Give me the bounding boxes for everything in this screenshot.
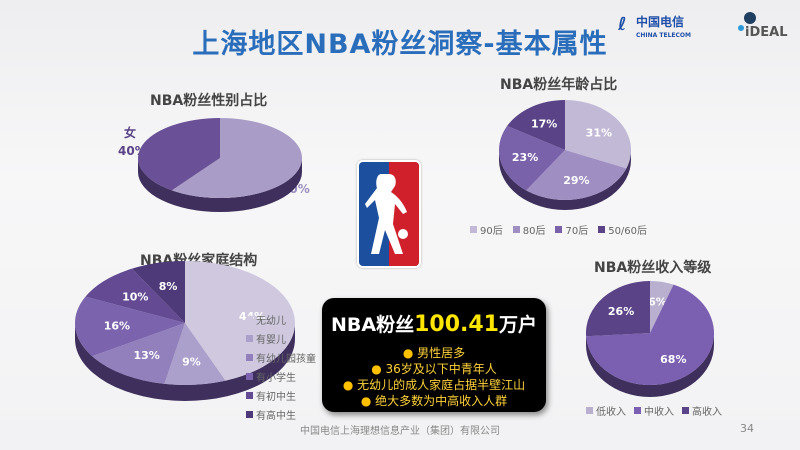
legend-swatch [246, 316, 253, 323]
pie-data-label: 68% [660, 353, 686, 366]
summary-prefix: NBA粉丝 [330, 314, 415, 336]
page-title: 上海地区NBA粉丝洞察-基本属性 [192, 29, 608, 60]
legend-item: 有初中生 [246, 388, 316, 403]
legend-swatch [470, 226, 477, 233]
family-legend: 无幼儿有婴儿有幼儿园孩童 有小学生有初中生有高中生 [246, 312, 316, 422]
summary-suffix: 万户 [498, 314, 537, 336]
legend-swatch [555, 226, 563, 233]
pie-slice-无幼儿 [185, 261, 296, 381]
income-chart-title: NBA粉丝收入等级 [594, 260, 712, 276]
nba-logo [357, 160, 421, 268]
legend-swatch [246, 392, 253, 399]
pie-data-label: 16% [104, 319, 130, 332]
legend-swatch [634, 407, 641, 414]
pie-data-label: 17% [531, 117, 557, 130]
pie-slice-有初中生 [85, 268, 185, 323]
summary-point: 无幼儿的成人家庭占据半壁江山 [322, 377, 546, 393]
pie-slice-50/60后 [507, 100, 565, 150]
pie-data-label: 29% [563, 174, 589, 187]
legend-item: 有婴儿 [246, 331, 316, 346]
label-female: 女 [124, 126, 137, 140]
legend-label: 50/60后 [608, 226, 648, 237]
legend-item: 无幼儿 [246, 312, 316, 327]
age-chart-title: NBA粉丝年龄占比 [500, 77, 618, 93]
gender-chart-title: NBA粉丝性别占比 [150, 93, 268, 109]
page-number: 34 [740, 422, 754, 435]
pie-data-label: 9% [182, 355, 201, 368]
footer-company: 中国电信上海理想信息产业（集团）有限公司 [300, 426, 500, 437]
legend-item: 70后 [555, 222, 588, 237]
pie-slice-有婴儿 [164, 323, 226, 385]
summary-box: NBA粉丝100.41万户 男性居多 36岁及以下中青年人 无幼儿的成人家庭占据… [322, 298, 546, 412]
legend-swatch [512, 226, 520, 233]
legend-label: 高收入 [692, 407, 722, 418]
legend-item: 高收入 [682, 403, 722, 418]
legend-item: 90后 [470, 222, 503, 237]
legend-label: 有婴儿 [256, 335, 286, 346]
legend-swatch [682, 407, 689, 414]
summary-point: 男性居多 [322, 345, 546, 361]
svg-text:ℓ: ℓ [618, 14, 627, 35]
summary-point: 绝大多数为中高收入人群 [322, 393, 546, 409]
svg-text:iDEAL: iDEAL [745, 25, 787, 40]
pie-slice-有高中生 [132, 261, 185, 323]
pie-data-label: 6% [648, 295, 667, 308]
svg-text:中国电信: 中国电信 [636, 14, 684, 29]
legend-item: 有小学生 [246, 369, 316, 384]
pie-data-label: 26% [608, 305, 634, 318]
pie-slice-女 [137, 118, 220, 191]
legend-item: 中收入 [634, 403, 674, 418]
legend-label: 有高中生 [256, 411, 296, 422]
legend-label: 有幼儿园孩童 [256, 354, 316, 365]
legend-item: 50/60后 [598, 222, 647, 237]
pie-data-label: 31% [586, 127, 612, 140]
legend-item: 有高中生 [246, 407, 316, 422]
summary-point: 36岁及以下中青年人 [322, 361, 546, 377]
legend-swatch [246, 373, 253, 380]
ideal-logo: iDEAL [733, 8, 793, 40]
legend-swatch [246, 411, 253, 418]
pie-data-label: 8% [159, 280, 178, 293]
legend-swatch [598, 226, 606, 233]
pie-slice-中收入 [586, 284, 714, 385]
pie-slice-90后 [565, 100, 631, 169]
pie-slice-有幼儿园孩童 [92, 323, 185, 384]
pie-slice-高收入 [585, 281, 650, 337]
legend-item: 80后 [512, 222, 546, 237]
summary-number: 100.41 [414, 312, 499, 337]
legend-label: 80后 [522, 226, 546, 237]
pie-side [499, 150, 631, 210]
pie-side [586, 333, 714, 397]
legend-label: 有初中生 [256, 392, 296, 403]
pie-slice-80后 [526, 150, 627, 200]
pie-side [138, 158, 302, 212]
legend-label: 中收入 [644, 407, 674, 418]
legend-label: 低收入 [596, 407, 626, 418]
summary-points: 男性居多 36岁及以下中青年人 无幼儿的成人家庭占据半壁江山 绝大多数为中高收入… [322, 345, 546, 409]
age-legend: 90后 80后 70后 50/60后 [470, 222, 647, 237]
pie-slice-低收入 [650, 281, 674, 333]
pie-slice-有小学生 [75, 296, 185, 357]
pie-data-label: 23% [512, 151, 538, 164]
legend-label: 70后 [565, 226, 589, 237]
legend-item: 有幼儿园孩童 [246, 350, 316, 365]
legend-label: 无幼儿 [256, 316, 286, 327]
legend-item: 低收入 [586, 403, 626, 418]
income-legend: 低收入 中收入 高收入 [586, 403, 722, 418]
pie-data-label: 10% [122, 291, 148, 304]
legend-swatch [246, 335, 253, 342]
pie-side [75, 323, 295, 401]
legend-label: 有小学生 [256, 373, 296, 384]
svg-text:CHINA TELECOM: CHINA TELECOM [636, 32, 691, 39]
legend-swatch [246, 354, 253, 361]
china-telecom-logo: ℓ 中国电信 CHINA TELECOM [617, 10, 708, 40]
pie-data-label: 13% [133, 349, 159, 362]
pie-slice-男 [171, 118, 302, 199]
pie-slice-70后 [499, 125, 565, 191]
legend-swatch [586, 407, 593, 414]
legend-label: 90后 [480, 226, 503, 237]
